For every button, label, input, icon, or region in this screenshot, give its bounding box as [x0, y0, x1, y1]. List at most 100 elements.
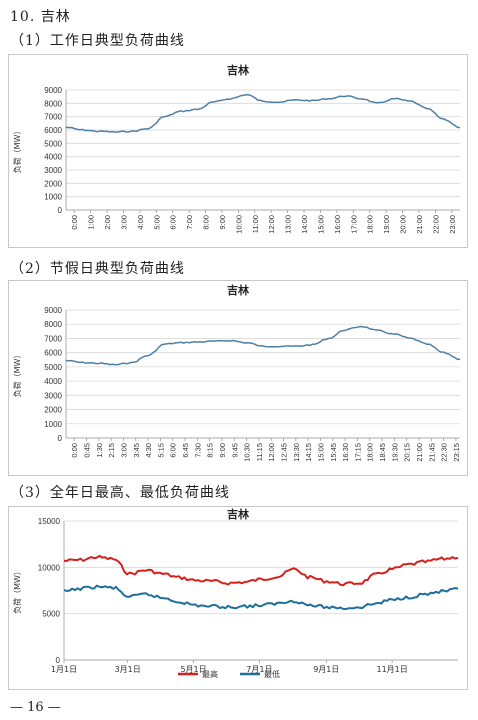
- chart-annual-svg: 吉林 0 5000 10000 15000 负荷（MW） 1月1日 3月1日 5月1日 7月1日 9…: [8, 506, 468, 690]
- y-tick-label: 4000: [44, 153, 62, 162]
- x-tick-label: 17:15: [353, 443, 362, 462]
- x-tick-label: 15:00: [316, 215, 325, 234]
- x-tick-label: 21:00: [415, 215, 424, 234]
- x-tick-label: 8:00: [202, 215, 211, 230]
- x-tick-label: 18:45: [378, 443, 387, 462]
- x-tick-label: 13:30: [292, 443, 301, 462]
- chart-title: 吉林: [227, 283, 249, 297]
- y-tick-label: 3000: [44, 166, 62, 175]
- y-tick-label: 6000: [44, 349, 62, 358]
- x-tick-label: 1:30: [95, 443, 104, 458]
- x-tick-label: 7:30: [193, 443, 202, 458]
- x-tick-label: 22:30: [440, 443, 449, 462]
- x-tick-label: 18:00: [366, 215, 375, 234]
- y-tick-label: 5000: [44, 139, 62, 148]
- x-tick-label: 5:15: [156, 443, 165, 458]
- x-tick-label: 20:15: [403, 443, 412, 462]
- y-tick-label: 2000: [44, 406, 62, 415]
- x-tick-label: 15:00: [316, 443, 325, 462]
- legend-label: 最高: [202, 669, 218, 679]
- x-tick-label: 19:00: [382, 215, 391, 234]
- y-tick-label: 0: [56, 656, 61, 665]
- x-tick-label: 20:00: [399, 215, 408, 234]
- x-tick-label: 4:00: [136, 215, 145, 230]
- x-tick-label: 3:00: [119, 443, 128, 458]
- y-tick-label: 9000: [44, 306, 62, 315]
- y-tick-label: 1000: [44, 193, 62, 202]
- chart-workday: 吉林 0 1000 2000 3000 4000 5000 6000 7000 8000 9000 负…: [8, 54, 468, 248]
- x-tick-label: 3:00: [119, 215, 128, 230]
- x-tick-label: 3月1日: [115, 665, 141, 674]
- x-tick-label: 0:00: [70, 215, 79, 230]
- section-title: 10. 吉林: [10, 9, 71, 25]
- y-axis-label: 负荷（MW）: [12, 567, 22, 614]
- x-tick-label: 17:00: [349, 215, 358, 234]
- x-tick-label: 14:15: [304, 443, 313, 462]
- x-tick-label: 11:00: [251, 215, 260, 233]
- x-tick-label: 10:30: [243, 443, 252, 462]
- x-tick-label: 9:00: [218, 215, 227, 230]
- legend-label: 最低: [264, 669, 280, 679]
- x-tick-label: 11月1日: [377, 665, 408, 674]
- chart-holiday-svg: 吉林 0 1000 2000 3000 4000 5000 6000 7000 8000 9000 负…: [8, 280, 468, 476]
- x-tick-label: 12:00: [267, 215, 276, 234]
- y-tick-label: 6000: [44, 126, 62, 135]
- x-tick-label: 2:00: [103, 215, 112, 230]
- chart-title: 吉林: [227, 63, 249, 77]
- series-line-0: [63, 554, 459, 587]
- x-tick-label: 8:15: [206, 443, 215, 458]
- x-tick-label: 21:00: [415, 443, 424, 462]
- x-tick-label: 2:15: [107, 443, 116, 458]
- y-tick-label: 9000: [44, 86, 62, 95]
- y-tick-label: 5000: [42, 610, 60, 619]
- x-tick-label: 16:30: [341, 443, 350, 462]
- x-tick-label: 0:45: [83, 443, 92, 458]
- x-tick-label: 1:00: [87, 215, 96, 230]
- y-tick-label: 8000: [44, 99, 62, 108]
- y-tick-label: 15000: [38, 517, 61, 526]
- x-tick-label: 10:00: [234, 215, 243, 234]
- y-tick-label: 5000: [44, 363, 62, 372]
- x-tick-label: 23:00: [448, 215, 457, 234]
- x-tick-label: 19:30: [390, 443, 399, 462]
- x-tick-label: 4:30: [144, 443, 153, 458]
- x-tick-label: 16:00: [333, 215, 342, 234]
- x-tick-label: 12:45: [280, 443, 289, 462]
- x-tick-label: 0:00: [70, 443, 79, 458]
- x-tick-label: 9月1日: [313, 665, 339, 674]
- x-tick-label: 5月1日: [180, 665, 206, 674]
- y-tick-label: 7000: [44, 334, 62, 343]
- y-tick-label: 0: [58, 434, 63, 443]
- x-tick-label: 15:45: [329, 443, 338, 462]
- y-tick-label: 10000: [38, 563, 61, 572]
- y-tick-label: 7000: [44, 113, 62, 122]
- y-axis-label: 负荷（MW）: [12, 127, 22, 174]
- x-tick-label: 7:00: [185, 215, 194, 230]
- x-tick-label: 12:00: [267, 443, 276, 462]
- x-tick-label: 5:00: [152, 215, 161, 230]
- x-tick-label: 6:00: [169, 443, 178, 458]
- chart-title: 吉林: [227, 507, 249, 521]
- chart-annual: 吉林 0 5000 10000 15000 负荷（MW） 1月1日 3月1日 5月1日 7月1日 9…: [8, 506, 468, 690]
- y-tick-label: 3000: [44, 391, 62, 400]
- subtitle-holiday: （2）节假日典型负荷曲线: [10, 261, 185, 277]
- y-tick-label: 4000: [44, 377, 62, 386]
- x-tick-label: 9:00: [218, 443, 227, 458]
- y-tick-label: 0: [58, 206, 63, 215]
- y-tick-label: 8000: [44, 320, 62, 329]
- series-line-0: [65, 325, 461, 366]
- chart-workday-svg: 吉林 0 1000 2000 3000 4000 5000 6000 7000 8000 9000 负…: [8, 54, 468, 248]
- subtitle-annual: （3）全年日最高、最低负荷曲线: [10, 485, 230, 501]
- series-line-1: [63, 584, 459, 611]
- x-tick-label: 14:00: [300, 215, 309, 234]
- x-tick-label: 18:00: [366, 443, 375, 462]
- chart-holiday: 吉林 0 1000 2000 3000 4000 5000 6000 7000 8000 9000 负…: [8, 280, 468, 476]
- y-axis-label: 负荷（MW）: [12, 351, 22, 398]
- x-tick-label: 1月1日: [51, 665, 77, 674]
- x-tick-label: 23:15: [452, 443, 461, 462]
- x-tick-label: 22:00: [431, 215, 440, 234]
- x-tick-label: 7月1日: [246, 665, 272, 674]
- x-tick-label: 9:45: [230, 443, 239, 458]
- subtitle-workday: （1）工作日典型负荷曲线: [10, 33, 185, 49]
- series-line-0: [65, 93, 461, 133]
